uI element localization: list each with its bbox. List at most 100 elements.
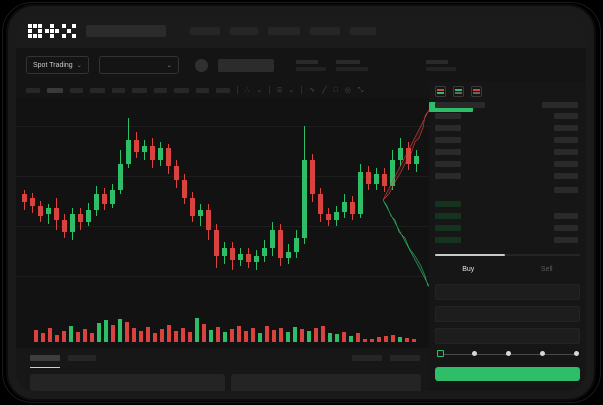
orderbook-both-icon[interactable] (435, 86, 446, 97)
bid-row-size (554, 237, 578, 243)
ask-row-price (435, 113, 461, 119)
nav-item-2[interactable] (230, 27, 258, 35)
stat-24h-high (335, 59, 368, 71)
timeframe-4[interactable] (90, 87, 105, 93)
camera-icon[interactable]: □ (333, 86, 338, 94)
slider-node-50[interactable] (506, 351, 511, 356)
nav-item-5[interactable] (350, 27, 376, 35)
timeframe-2[interactable] (47, 87, 63, 93)
timeframe-9[interactable] (196, 87, 209, 93)
volume-bar (370, 339, 374, 342)
volume-bar (146, 327, 150, 342)
ask-row-price (435, 149, 461, 155)
volume-bar (377, 337, 381, 342)
market-mode-selector[interactable]: Spot Trading ⌄ (26, 56, 89, 74)
ask-row-size (554, 149, 578, 155)
indicators-icon[interactable]: ∴ (245, 86, 250, 94)
volume-bar (76, 332, 80, 342)
orders-action-1[interactable] (352, 355, 382, 361)
chevron-down-icon: ⌄ (166, 62, 172, 69)
volume-bar (188, 332, 192, 342)
volume-bar (265, 326, 269, 342)
orderbook-asks-icon[interactable] (471, 86, 482, 97)
orderbook-rows[interactable] (429, 102, 586, 243)
volume-bar (83, 329, 87, 342)
volume-bar (195, 318, 199, 342)
pair-coin-avatar (194, 58, 208, 72)
chevron-down-2-icon[interactable]: ⌄ (288, 86, 295, 94)
timeframe-10[interactable] (216, 87, 230, 93)
volume-bar (160, 329, 164, 342)
volume-bar (139, 331, 143, 342)
tab-sell[interactable]: Sell (540, 265, 553, 273)
okx-logo-icon[interactable] (28, 24, 76, 38)
volume-bar (398, 337, 402, 342)
fullscreen-icon[interactable]: ⤡ (357, 86, 364, 94)
chart-gridline (16, 176, 429, 177)
chevron-down-icon[interactable]: ⌄ (256, 86, 263, 94)
amount-field[interactable] (435, 306, 580, 322)
volume-bar (167, 325, 171, 342)
timeframe-7[interactable] (154, 87, 167, 93)
volume-bar (314, 328, 318, 342)
slider-handle[interactable] (437, 350, 444, 357)
bid-row-price (435, 201, 461, 207)
timeframe-1[interactable] (26, 87, 40, 93)
orderbook-scroll-track[interactable] (435, 254, 580, 256)
orderbook-bids-icon[interactable] (453, 86, 464, 97)
app-header (16, 14, 586, 48)
timeframe-6[interactable] (132, 87, 147, 93)
line-tool-icon[interactable]: ∿ (309, 86, 316, 94)
orders-action-2[interactable] (390, 355, 420, 361)
timeframe-5[interactable] (112, 87, 125, 93)
amount-slider[interactable] (437, 350, 579, 358)
tab-order-history[interactable] (68, 355, 96, 361)
volume-histogram (16, 306, 429, 348)
pencil-icon[interactable]: ╱ (322, 86, 327, 94)
tab-buy[interactable]: Buy (462, 265, 475, 273)
timeframe-8[interactable] (174, 87, 189, 93)
nav-item-3[interactable] (268, 27, 300, 35)
orderbook-header-left (435, 102, 485, 108)
place-order-button[interactable] (435, 367, 580, 381)
ask-row-size (554, 125, 578, 131)
price-field[interactable] (435, 284, 580, 300)
chevron-down-icon: ⌄ (76, 62, 82, 69)
volume-bar (335, 334, 339, 342)
device-screen: Spot Trading ⌄ ⌄ (16, 14, 586, 391)
slider-node-100[interactable] (574, 351, 579, 356)
search-input[interactable] (86, 25, 166, 37)
nav-item-4[interactable] (310, 27, 340, 35)
volume-bar (328, 333, 332, 342)
orderbook-header-right (542, 102, 578, 108)
volume-bar (230, 329, 234, 342)
depth-chart-overlay (382, 109, 429, 287)
volume-bar (279, 328, 283, 342)
volume-bar (111, 325, 115, 342)
chart-type-icon[interactable]: ⌸ (277, 86, 282, 94)
volume-bar (118, 319, 122, 342)
candlestick-chart[interactable] (16, 98, 429, 303)
nav-item-1[interactable] (190, 27, 220, 35)
toolbar-divider (237, 86, 238, 94)
orders-panel (16, 348, 429, 391)
ask-row-price (435, 137, 461, 143)
slider-node-25[interactable] (472, 351, 477, 356)
settings-icon[interactable]: ◎ (344, 86, 351, 94)
stat-24h-change (295, 59, 326, 71)
volume-bar (97, 323, 101, 342)
volume-bar (181, 328, 185, 342)
total-field[interactable] (435, 328, 580, 344)
slider-node-75[interactable] (540, 351, 545, 356)
volume-bar (209, 330, 213, 342)
orderbook-scrollbar[interactable] (435, 254, 505, 256)
ask-row-size (554, 137, 578, 143)
volume-bar (55, 335, 59, 342)
bid-row-size (554, 225, 578, 231)
trading-pair-selector[interactable]: ⌄ (98, 56, 179, 74)
candle-layer (16, 98, 429, 303)
timeframe-3[interactable] (70, 87, 83, 93)
orderbook-layout-icons (435, 86, 482, 97)
tab-open-orders[interactable] (30, 355, 60, 361)
